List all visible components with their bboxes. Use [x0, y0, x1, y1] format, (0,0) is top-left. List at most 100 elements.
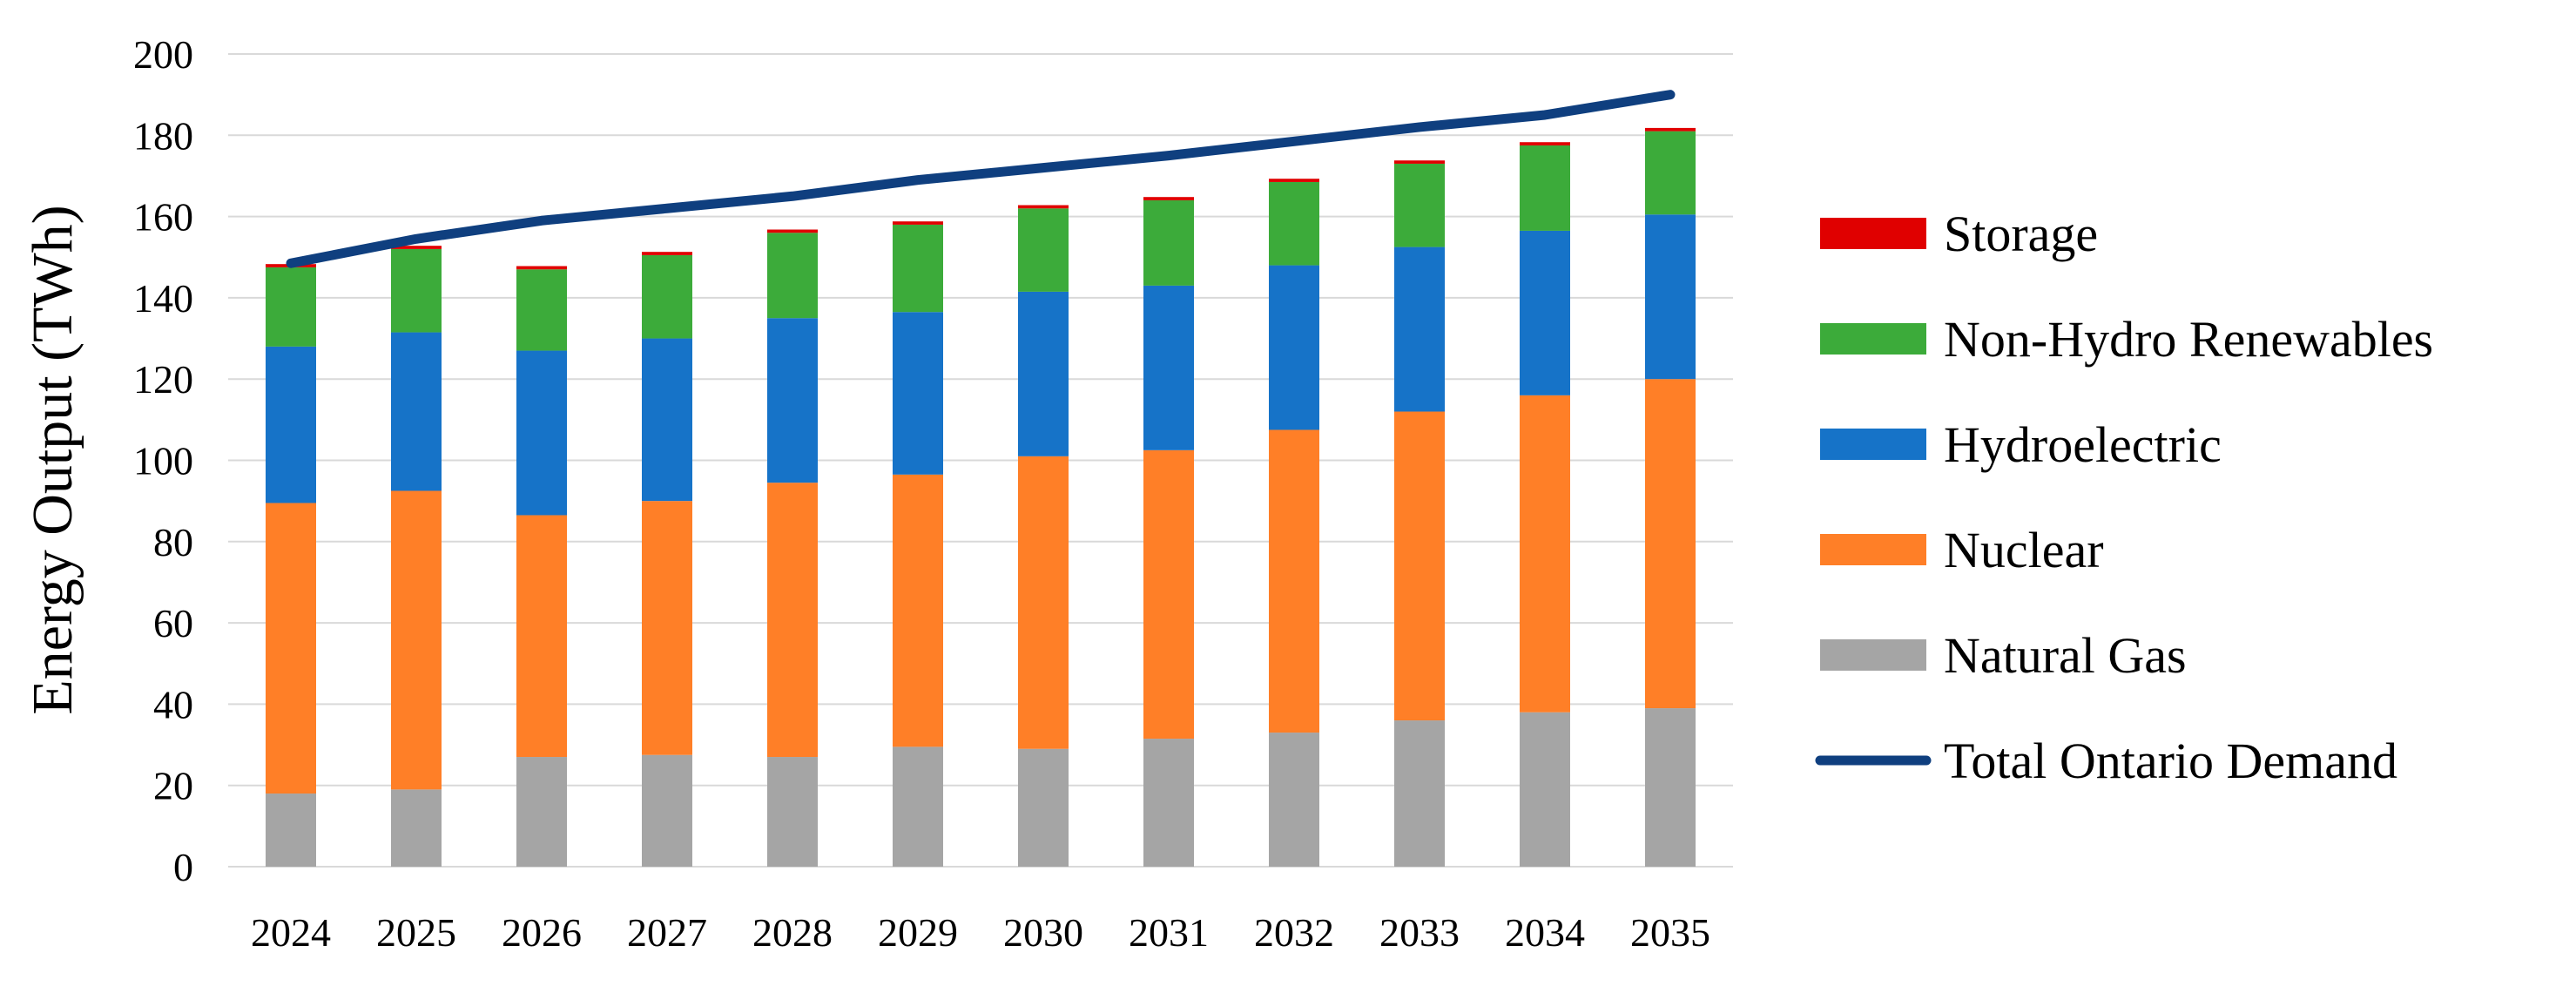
- bar-natural-gas-2030: [1018, 748, 1069, 867]
- bar-nuclear-2028: [767, 483, 818, 758]
- bar-non-hydro-renewables-2033: [1394, 163, 1445, 247]
- legend-swatch-natural-gas: [1820, 639, 1926, 671]
- bar-natural-gas-2033: [1394, 720, 1445, 867]
- demand-line: [286, 90, 1676, 268]
- bar-natural-gas-2025: [391, 789, 442, 867]
- bar-nuclear-2026: [516, 515, 567, 758]
- bar-hydroelectric-2025: [391, 332, 442, 491]
- x-tick-label: 2024: [251, 910, 331, 955]
- legend-swatch-non-hydro-renewables: [1820, 323, 1926, 355]
- y-tick-label: 200: [133, 32, 193, 77]
- x-tick-label: 2034: [1505, 910, 1585, 955]
- bar-nuclear-2029: [893, 474, 943, 747]
- bar-natural-gas-2028: [767, 757, 818, 867]
- x-tick-label: 2025: [376, 910, 456, 955]
- y-tick-label: 140: [133, 276, 193, 321]
- bar-nuclear-2030: [1018, 456, 1069, 749]
- legend-swatch-nuclear: [1820, 534, 1926, 565]
- x-tick-label: 2035: [1630, 910, 1710, 955]
- bar-non-hydro-renewables-2031: [1143, 199, 1194, 286]
- bar-natural-gas-2026: [516, 757, 567, 867]
- legend-label-non-hydro-renewables: Non-Hydro Renewables: [1944, 311, 2433, 368]
- bar-natural-gas-2034: [1520, 712, 1570, 867]
- bar-storage-2032: [1269, 179, 1319, 182]
- bar-storage-2033: [1394, 160, 1445, 164]
- bar-nuclear-2032: [1269, 429, 1319, 733]
- bar-nuclear-2024: [266, 503, 316, 794]
- bar-storage-2034: [1520, 142, 1570, 145]
- y-tick-label: 80: [153, 520, 193, 564]
- bar-hydroelectric-2032: [1269, 265, 1319, 430]
- bar-nuclear-2031: [1143, 449, 1194, 740]
- bar-natural-gas-2035: [1645, 708, 1696, 867]
- bar-non-hydro-renewables-2035: [1645, 131, 1696, 215]
- legend-swatch-hydroelectric: [1820, 429, 1926, 460]
- bar-non-hydro-renewables-2028: [767, 233, 818, 319]
- y-tick-label: 100: [133, 439, 193, 483]
- bar-hydroelectric-2035: [1645, 214, 1696, 380]
- bar-hydroelectric-2034: [1520, 230, 1570, 395]
- bar-storage-2035: [1645, 127, 1696, 132]
- bar-hydroelectric-2027: [642, 338, 692, 502]
- bar-storage-2026: [516, 266, 567, 270]
- y-tick-label: 20: [153, 764, 193, 808]
- legend-label-natural-gas: Natural Gas: [1944, 627, 2187, 684]
- series-line-total-ontario-demand: [286, 90, 1676, 268]
- bar-non-hydro-renewables-2025: [391, 248, 442, 333]
- legend-label-total-ontario-demand: Total Ontario Demand: [1944, 733, 2397, 789]
- bar-hydroelectric-2033: [1394, 246, 1445, 412]
- y-axis-title: Energy Output (TWh): [21, 205, 84, 714]
- legend-swatch-storage: [1820, 218, 1926, 249]
- bar-nuclear-2033: [1394, 411, 1445, 721]
- bar-hydroelectric-2029: [893, 312, 943, 475]
- bar-nuclear-2034: [1520, 395, 1570, 712]
- bar-natural-gas-2032: [1269, 733, 1319, 867]
- x-tick-label: 2032: [1254, 910, 1334, 955]
- y-tick-label: 180: [133, 113, 193, 158]
- bar-non-hydro-renewables-2027: [642, 254, 692, 339]
- y-tick-label: 40: [153, 682, 193, 726]
- bar-non-hydro-renewables-2032: [1269, 181, 1319, 266]
- legend-label-hydroelectric: Hydroelectric: [1944, 416, 2222, 473]
- bar-non-hydro-renewables-2029: [893, 224, 943, 313]
- y-axis-ticks: 0 20 40 60 80 100 120 140 160 180 200: [133, 32, 193, 889]
- bar-storage-2025: [391, 246, 442, 249]
- bar-hydroelectric-2028: [767, 318, 818, 483]
- x-tick-label: 2031: [1129, 910, 1209, 955]
- bar-hydroelectric-2024: [266, 346, 316, 503]
- bar-natural-gas-2024: [266, 794, 316, 867]
- bar-nuclear-2027: [642, 501, 692, 755]
- legend-label-storage: Storage: [1944, 206, 2098, 262]
- bar-hydroelectric-2026: [516, 350, 567, 516]
- bar-nuclear-2025: [391, 490, 442, 790]
- bar-non-hydro-renewables-2024: [266, 267, 316, 347]
- x-tick-label: 2026: [502, 910, 582, 955]
- x-tick-label: 2029: [878, 910, 958, 955]
- x-tick-label: 2030: [1003, 910, 1083, 955]
- bar-nuclear-2035: [1645, 379, 1696, 709]
- bar-storage-2031: [1143, 197, 1194, 200]
- y-tick-label: 0: [173, 845, 193, 889]
- bar-storage-2028: [767, 229, 818, 233]
- y-tick-label: 120: [133, 357, 193, 402]
- legend-label-nuclear: Nuclear: [1944, 522, 2104, 578]
- bar-storage-2027: [642, 252, 692, 255]
- bar-non-hydro-renewables-2034: [1520, 145, 1570, 231]
- bars: [266, 127, 1696, 867]
- y-tick-label: 160: [133, 195, 193, 240]
- y-tick-label: 60: [153, 601, 193, 645]
- gridlines: [228, 53, 1733, 868]
- x-tick-label: 2033: [1379, 910, 1460, 955]
- x-tick-label: 2028: [752, 910, 833, 955]
- x-tick-label: 2027: [627, 910, 707, 955]
- legend: Storage Non-Hydro Renewables Hydroelectric…: [1815, 206, 2433, 789]
- bar-storage-2029: [893, 221, 943, 225]
- bar-natural-gas-2031: [1143, 739, 1194, 867]
- bar-non-hydro-renewables-2030: [1018, 208, 1069, 292]
- bar-hydroelectric-2030: [1018, 291, 1069, 456]
- bar-natural-gas-2027: [642, 754, 692, 867]
- bar-non-hydro-renewables-2026: [516, 269, 567, 351]
- bar-natural-gas-2029: [893, 746, 943, 867]
- x-axis-ticks: 2024 2025 2026 2027 2028 2029 2030 2031 2032 2033…: [251, 910, 1710, 955]
